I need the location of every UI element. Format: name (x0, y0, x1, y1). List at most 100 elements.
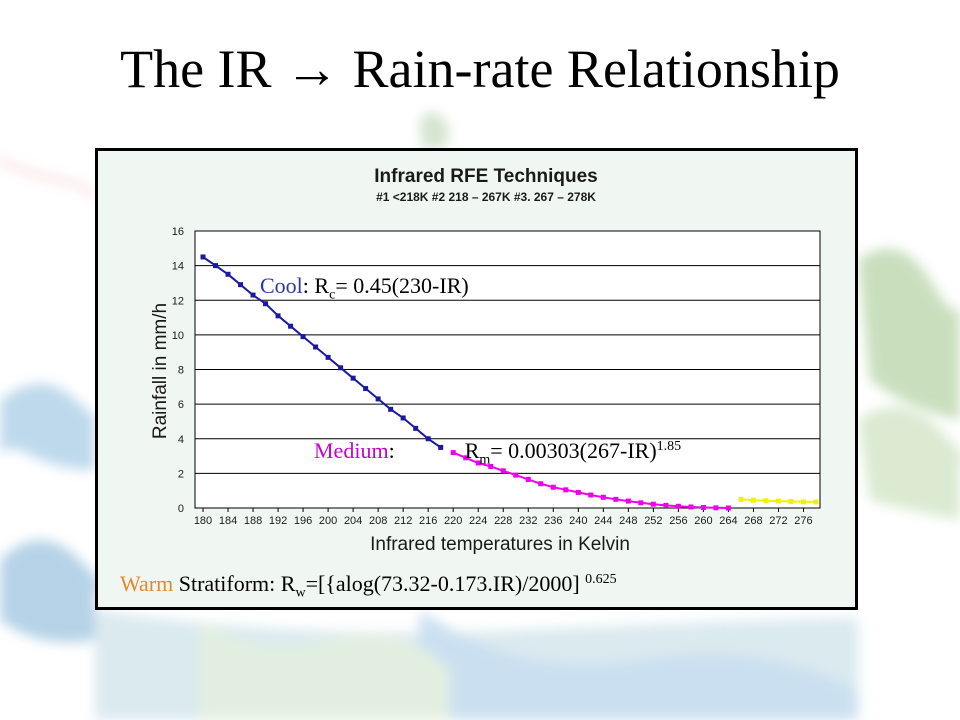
data-point-0-15 (388, 406, 394, 412)
data-point-0-14 (375, 396, 381, 402)
x-axis-label: Infrared temperatures in Kelvin (370, 534, 630, 555)
warm-label: Warm (120, 571, 174, 596)
data-point-2-6 (813, 499, 819, 505)
y-tick-label-4: 8 (178, 365, 184, 377)
cool-label: Cool (260, 273, 303, 298)
data-point-0-0 (200, 254, 206, 260)
data-point-0-18 (425, 436, 431, 442)
data-point-0-16 (400, 415, 406, 421)
data-point-0-1 (213, 263, 219, 269)
data-point-0-4 (250, 292, 256, 298)
x-tick-label-24: 276 (794, 515, 812, 527)
x-tick-label-8: 212 (394, 515, 412, 527)
chart-subtitle: #1 <218K #2 218 – 267K #3. 267 – 278K (376, 190, 596, 204)
data-point-1-3 (488, 463, 494, 469)
x-tick-label-2: 188 (244, 515, 262, 527)
data-point-1-8 (550, 484, 556, 490)
data-point-2-5 (800, 499, 806, 505)
data-point-1-9 (563, 487, 569, 493)
data-point-0-3 (238, 282, 244, 288)
warm-equation: Warm Stratiform: Rw=[{alog(73.32-0.173.I… (120, 571, 617, 601)
data-point-1-22 (725, 505, 731, 511)
x-tick-label-10: 220 (444, 515, 462, 527)
data-series (200, 254, 819, 511)
data-point-1-7 (538, 481, 544, 487)
y-tick-label-2: 4 (178, 434, 184, 446)
data-point-1-4 (500, 468, 506, 474)
axes: 0 2 4 6 8 10 12 14 16 180 184 188 192 196 200 204 208 212… (172, 226, 813, 527)
data-point-2-4 (788, 498, 794, 504)
data-point-1-0 (450, 450, 456, 456)
data-point-1-20 (700, 504, 706, 510)
data-point-2-2 (763, 498, 769, 504)
data-point-1-17 (663, 502, 669, 508)
data-point-0-7 (288, 323, 294, 329)
x-tick-label-16: 244 (594, 515, 612, 527)
y-tick-label-5: 10 (172, 330, 184, 342)
slide-title: The IR → Rain-rate Relationship (120, 39, 840, 99)
data-point-0-8 (300, 334, 306, 340)
x-tick-label-21: 264 (719, 515, 737, 527)
data-point-0-10 (325, 354, 331, 360)
data-point-0-13 (363, 386, 369, 392)
x-tick-label-11: 224 (469, 515, 487, 527)
data-point-0-17 (413, 425, 419, 431)
data-point-1-12 (600, 494, 606, 500)
y-tick-label-0: 0 (178, 503, 184, 515)
x-tick-label-0: 180 (194, 515, 212, 527)
x-tick-label-9: 216 (419, 515, 437, 527)
x-tick-label-4: 196 (294, 515, 312, 527)
y-tick-label-6: 12 (172, 295, 184, 307)
data-point-1-5 (513, 472, 519, 478)
x-tick-label-23: 272 (769, 515, 787, 527)
data-point-1-1 (463, 455, 469, 461)
x-tick-label-7: 208 (369, 515, 387, 527)
data-point-2-1 (750, 497, 756, 503)
grid-lines (195, 230, 820, 474)
data-point-0-9 (313, 344, 319, 350)
y-tick-label-7: 14 (172, 261, 184, 273)
data-point-2-0 (738, 496, 744, 502)
x-tick-label-3: 192 (269, 515, 287, 527)
x-tick-label-18: 252 (644, 515, 662, 527)
data-point-1-13 (613, 496, 619, 502)
x-tick-label-14: 236 (544, 515, 562, 527)
y-tick-label-3: 6 (178, 399, 184, 411)
data-point-2-3 (775, 498, 781, 504)
x-tick-label-13: 232 (519, 515, 537, 527)
y-axis-label: Rainfall in mm/h (150, 303, 171, 439)
data-point-1-11 (588, 492, 594, 498)
data-point-1-2 (475, 460, 481, 466)
x-tick-label-19: 256 (669, 515, 687, 527)
data-point-0-19 (438, 444, 444, 450)
data-point-1-10 (575, 489, 581, 495)
x-tick-label-1: 184 (219, 515, 237, 527)
data-point-1-6 (525, 476, 531, 482)
x-tick-label-5: 200 (319, 515, 337, 527)
data-point-1-18 (675, 503, 681, 509)
x-tick-label-17: 248 (619, 515, 637, 527)
x-tick-label-15: 240 (569, 515, 587, 527)
x-tick-label-12: 228 (494, 515, 512, 527)
data-point-1-21 (713, 505, 719, 511)
y-tick-label-8: 16 (172, 226, 184, 238)
chart-title: Infrared RFE Techniques (374, 166, 597, 187)
data-point-0-6 (275, 313, 281, 319)
medium-label: Medium (314, 438, 389, 463)
y-tick-label-1: 2 (178, 468, 184, 480)
data-point-0-2 (225, 271, 231, 277)
data-point-1-19 (688, 504, 694, 510)
cool-equation: Cool: Rc= 0.45(230-IR) (260, 273, 469, 303)
data-point-1-16 (650, 501, 656, 507)
data-point-0-5 (263, 301, 269, 307)
data-point-1-15 (638, 500, 644, 506)
medium-equation: Medium: Rm= 0.00303(267-IR)1.85 (314, 438, 682, 468)
x-tick-label-22: 268 (744, 515, 762, 527)
data-point-0-11 (338, 365, 344, 371)
data-point-0-12 (350, 375, 356, 381)
data-point-1-14 (625, 498, 631, 504)
rain-rate-chart: Infrared RFE Techniques #1 <218K #2 218 … (150, 166, 821, 555)
x-tick-label-6: 204 (344, 515, 362, 527)
x-tick-label-20: 260 (694, 515, 712, 527)
